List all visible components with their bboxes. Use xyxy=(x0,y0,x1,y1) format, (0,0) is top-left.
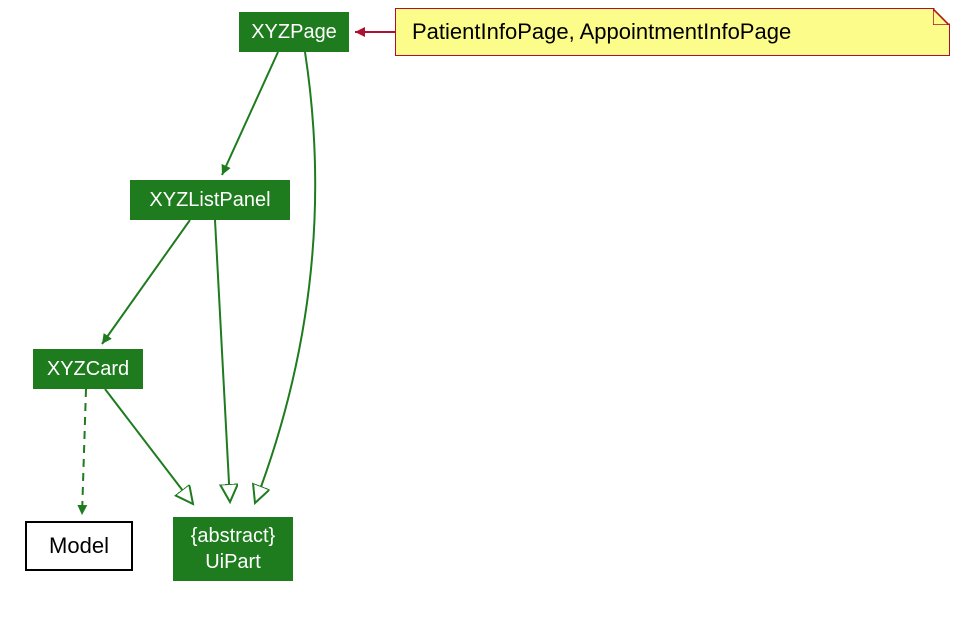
node-xyzlistpanel: XYZListPanel xyxy=(130,180,290,220)
node-label-line2: UiPart xyxy=(205,549,261,575)
node-label: Model xyxy=(49,533,109,559)
node-model: Model xyxy=(25,521,133,571)
node-label: XYZListPanel xyxy=(149,189,270,212)
diagram-note: PatientInfoPage, AppointmentInfoPage xyxy=(395,8,950,56)
node-label-line1: {abstract} xyxy=(191,523,276,549)
node-uipart: {abstract} UiPart xyxy=(173,517,293,581)
node-label: XYZCard xyxy=(47,358,129,381)
note-text: PatientInfoPage, AppointmentInfoPage xyxy=(412,19,791,44)
diagram-edges xyxy=(0,0,972,617)
node-label: XYZPage xyxy=(251,21,337,44)
node-xyzpage: XYZPage xyxy=(239,12,349,52)
node-xyzcard: XYZCard xyxy=(33,349,143,389)
